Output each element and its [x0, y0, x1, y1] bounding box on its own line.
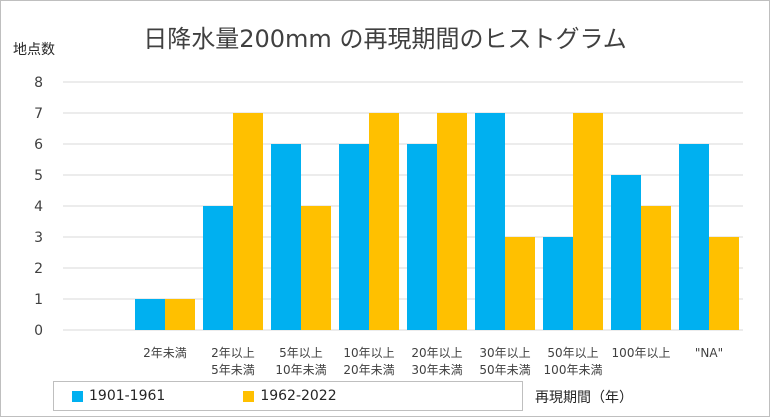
bar-series-1-cat-5	[407, 144, 437, 330]
x-tick-label: 30年未満	[411, 363, 462, 377]
bar-series-2-cat-2	[233, 113, 263, 330]
bar-series-2-cat-1	[165, 299, 195, 330]
bar-series-1-cat-8	[611, 175, 641, 330]
x-tick-label: 5年未満	[211, 363, 255, 377]
bar-series-2-cat-5	[437, 113, 467, 330]
y-tick-label: 3	[34, 230, 43, 246]
bar-series-1-cat-1	[135, 299, 165, 330]
bar-series-1-cat-9	[679, 144, 709, 330]
x-tick-label: 20年以上	[411, 346, 462, 360]
bar-series-2-cat-8	[641, 206, 671, 330]
x-tick-label: 10年未満	[275, 363, 326, 377]
legend: 1901-1961 1962-2022	[53, 381, 523, 411]
bars	[135, 113, 739, 330]
bar-series-2-cat-7	[573, 113, 603, 330]
x-tick-label: 30年以上	[479, 346, 530, 360]
x-tick-label: 100年未満	[544, 363, 603, 377]
legend-label-series-2: 1962-2022	[260, 388, 337, 404]
y-tick-label: 0	[34, 323, 43, 339]
bar-series-2-cat-3	[301, 206, 331, 330]
bar-series-1-cat-6	[475, 113, 505, 330]
x-tick-label: 50年未満	[479, 363, 530, 377]
x-tick-label: 5年以上	[279, 346, 323, 360]
y-tick-label: 2	[34, 261, 43, 277]
bar-series-1-cat-2	[203, 206, 233, 330]
y-tick-label: 4	[34, 199, 43, 215]
legend-swatch-series-2	[243, 390, 255, 402]
bar-series-1-cat-7	[543, 237, 573, 330]
bar-series-2-cat-6	[505, 237, 535, 330]
legend-item-series-2: 1962-2022	[243, 388, 337, 404]
bar-series-1-cat-4	[339, 144, 369, 330]
x-axis-label: 再現期間（年）	[535, 390, 633, 406]
x-tick-label: 100年以上	[612, 346, 671, 360]
legend-swatch-series-1	[72, 390, 83, 402]
x-tick-label: 20年未満	[343, 363, 394, 377]
x-tick-label: 50年以上	[547, 346, 598, 360]
x-tick-label: 2年以上	[211, 346, 255, 360]
legend-label-series-1: 1901-1961	[89, 388, 166, 404]
y-tick-label: 8	[34, 75, 43, 91]
x-tick-labels: 2年未満 2年以上 5年未満 5年以上 10年未満 10年以上 20年未満 20年以上 30年未…	[143, 346, 723, 377]
bar-series-2-cat-9	[709, 237, 739, 330]
bar-series-1-cat-3	[271, 144, 301, 330]
bar-series-2-cat-4	[369, 113, 399, 330]
x-tick-label: 2年未満	[143, 346, 187, 360]
y-tick-label: 5	[34, 168, 43, 184]
y-axis-label: 地点数	[13, 42, 55, 58]
y-tick-labels: 0 1 2 3 4 5 6 7 8	[34, 75, 43, 339]
y-tick-label: 7	[34, 106, 43, 122]
y-tick-label: 6	[34, 137, 43, 153]
x-tick-label: "NA"	[695, 346, 723, 360]
x-tick-label: 10年以上	[343, 346, 394, 360]
chart-title: 日降水量200mm の再現期間のヒストグラム	[143, 25, 627, 53]
y-tick-label: 1	[34, 292, 43, 308]
legend-item-series-1: 1901-1961	[72, 388, 165, 404]
